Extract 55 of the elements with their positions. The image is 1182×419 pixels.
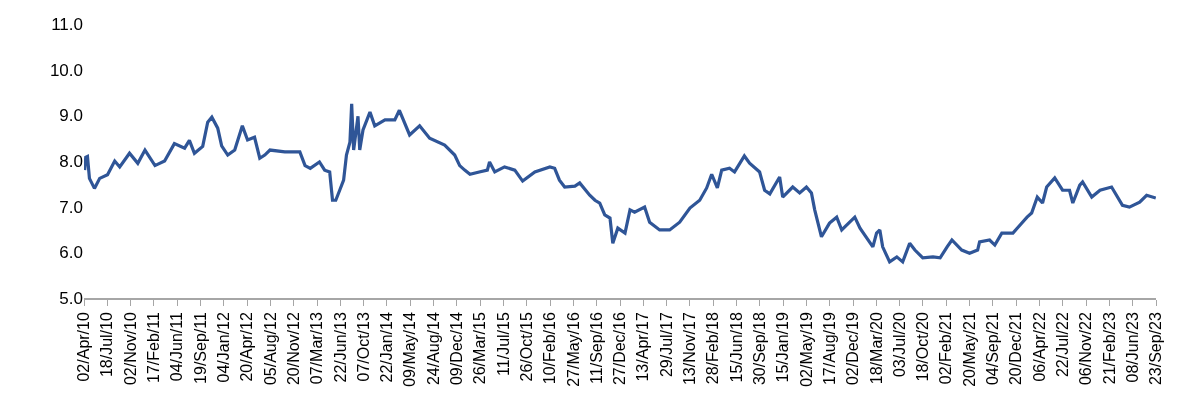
- x-tick-label: 07/Oct/13: [354, 312, 372, 382]
- x-tick-label: 02/Feb/21: [937, 312, 955, 385]
- x-tick-label: 21/Feb/23: [1100, 312, 1118, 385]
- x-tick-label: 11/Jul/15: [494, 312, 512, 376]
- x-tick-label: 28/Feb/18: [704, 312, 722, 385]
- x-tick-label: 22/Jan/14: [378, 312, 396, 383]
- y-tick-label: 9.0: [59, 106, 83, 126]
- x-tick-label: 22/Jul/22: [1053, 312, 1071, 378]
- x-tick-label: 11/Sep/16: [587, 312, 605, 384]
- y-tick-label: 10.0: [49, 60, 83, 80]
- x-tick-label: 15/Jan/19: [774, 312, 792, 383]
- x-tick-label: 20/Dec/21: [1007, 312, 1025, 386]
- x-tick-label: 20/Apr/12: [238, 312, 256, 382]
- x-tick-label: 15/Jun/18: [727, 312, 745, 383]
- x-tick-label: 05/Aug/12: [261, 312, 279, 386]
- x-tick-label: 07/Mar/13: [308, 312, 326, 385]
- x-tick-label: 02/Nov/10: [121, 312, 139, 386]
- y-tick-label: 11.0: [51, 14, 83, 34]
- x-tick-label: 19/Sep/11: [191, 312, 209, 384]
- x-tick-label: 17/Feb/11: [145, 312, 163, 384]
- x-tick-label: 04/Jan/12: [215, 312, 233, 383]
- x-tick-label: 09/May/14: [401, 312, 419, 387]
- x-tick-label: 02/Apr/10: [75, 312, 93, 382]
- x-tick-label: 27/Dec/16: [611, 312, 629, 386]
- x-tick-label: 08/Jun/23: [1123, 312, 1141, 383]
- x-tick-label: 13/Nov/17: [681, 312, 699, 386]
- line-series: [84, 102, 1156, 264]
- x-tick-label: 06/Apr/22: [1030, 312, 1048, 382]
- x-tick-label: 18/Oct/20: [914, 312, 932, 382]
- x-tick-label: 04/Sep/21: [984, 312, 1002, 386]
- x-tick-label: 03/Jul/20: [890, 312, 908, 378]
- x-tick-label: 04/Jun/11: [168, 312, 186, 382]
- x-tick-label: 18/Mar/20: [867, 312, 885, 385]
- x-tick-label: 26/Mar/15: [471, 312, 489, 385]
- x-tick-label: 26/Oct/15: [517, 312, 535, 382]
- x-tick-label: 06/Nov/22: [1077, 312, 1095, 386]
- x-tick-label: 22/Jun/13: [331, 312, 349, 383]
- x-tick-label: 30/Sep/18: [751, 312, 769, 386]
- x-tick-label: 18/Jul/10: [98, 312, 116, 378]
- x-tick-label: 20/Nov/12: [284, 312, 302, 386]
- x-tick-label: 09/Dec/14: [448, 312, 466, 386]
- x-tick-label: 02/Dec/19: [844, 312, 862, 386]
- y-tick-label: 6.0: [59, 243, 83, 263]
- x-tick-label: 02/May/19: [797, 312, 815, 387]
- x-tick-label: 29/Jul/17: [657, 312, 675, 378]
- y-tick-label: 7.0: [59, 197, 83, 217]
- y-tick-label: 5.0: [59, 288, 83, 308]
- x-tick-label: 17/Aug/19: [820, 312, 838, 386]
- y-tick-label: 8.0: [59, 151, 83, 171]
- x-tick-label: 24/Aug/14: [424, 312, 442, 386]
- x-tick-label: 10/Feb/16: [541, 312, 559, 385]
- x-tick-label: 23/Sep/23: [1147, 312, 1165, 386]
- x-tick-label: 13/Apr/17: [634, 312, 652, 382]
- x-tick-label: 27/May/16: [564, 312, 582, 387]
- x-tick-label: 20/May/21: [960, 312, 978, 387]
